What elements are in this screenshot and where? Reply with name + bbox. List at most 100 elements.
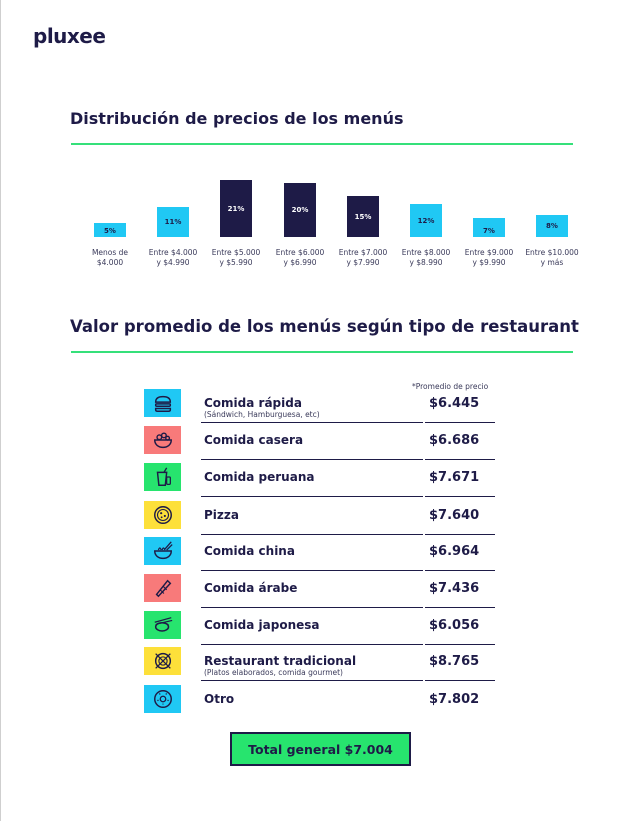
donut-icon	[144, 685, 181, 713]
category-label-line: Entre $9.000	[464, 248, 514, 257]
category-label-line: Entre $6.000	[275, 248, 325, 257]
category-label: Menos de $4.000	[78, 248, 142, 268]
bar-value-label: 7%	[483, 227, 495, 235]
price-divider	[425, 607, 495, 608]
row-divider	[201, 680, 423, 681]
category-label-line: Entre $10.000	[525, 248, 579, 257]
chart-bar: 12%	[410, 204, 442, 237]
bar-value-label: 12%	[417, 216, 435, 225]
chart-title: Distribución de precios de los menús	[70, 109, 404, 128]
total-badge: Total general $7.004	[230, 732, 411, 766]
row-divider	[201, 496, 423, 497]
average-price: $7.436	[429, 581, 480, 596]
pizza-icon-glyph	[153, 506, 172, 524]
wrap-icon-glyph	[155, 579, 171, 598]
average-price: $7.640	[429, 508, 480, 523]
price-divider	[425, 534, 495, 535]
category-label-line: Entre $7.000	[338, 248, 388, 257]
plate-cutlery-icon	[144, 647, 181, 675]
chart-bar: 15%	[347, 196, 379, 237]
row-divider	[201, 534, 423, 535]
price-divider	[425, 422, 495, 423]
category-label-line: y $5.990	[219, 258, 253, 267]
donut-icon-glyph	[153, 690, 172, 708]
bar-value-label: 8%	[546, 222, 558, 231]
restaurant-type-name: Comida japonesa	[204, 618, 320, 632]
average-price: $8.765	[429, 654, 480, 669]
category-label-line: Entre $4.000	[148, 248, 198, 257]
restaurant-type-name: Comida peruana	[204, 470, 315, 484]
category-label-line: y $4.990	[156, 258, 190, 267]
title-divider	[71, 143, 573, 145]
drink-icon	[144, 463, 181, 491]
bar-value-label: 21%	[227, 204, 245, 213]
category-label: Entre $4.000 y $4.990	[141, 248, 205, 268]
row-divider	[201, 570, 423, 571]
table-title: Valor promedio de los menús según tipo d…	[70, 317, 579, 336]
table-title-divider	[71, 351, 573, 353]
chart-bar: 11%	[157, 207, 189, 237]
row-divider	[201, 607, 423, 608]
average-price: $6.964	[429, 544, 480, 559]
restaurant-type-name: Restaurant tradicional	[204, 654, 357, 668]
restaurant-type-name: Comida rápida	[204, 396, 302, 410]
bar-value-label: 11%	[164, 218, 182, 227]
average-price: $6.445	[429, 396, 480, 411]
category-label-line: y $9.990	[472, 258, 506, 267]
category-label: Entre $7.000 y $7.990	[331, 248, 395, 268]
category-label: Entre $10.000 y más	[520, 248, 584, 268]
average-price: $6.686	[429, 433, 480, 448]
chart-bar: 5%	[94, 223, 126, 237]
chart-bar: 20%	[284, 182, 316, 237]
category-label: Entre $6.000 y $6.990	[268, 248, 332, 268]
category-label-line: Menos de	[91, 248, 129, 257]
category-label-line: y $7.990	[346, 258, 380, 267]
price-divider	[425, 680, 495, 681]
average-price: $6.056	[429, 618, 480, 633]
drink-icon-glyph	[156, 467, 171, 486]
restaurant-type-name: Comida casera	[204, 433, 304, 447]
salad-bowl-icon-glyph	[153, 432, 172, 449]
restaurant-type-name: Otro	[204, 692, 235, 706]
sushi-icon	[144, 611, 181, 639]
plate-cutlery-icon-glyph	[154, 652, 171, 670]
burger-icon-glyph	[154, 395, 171, 412]
category-label-line: y más	[540, 258, 564, 267]
restaurant-type-note: (Platos elaborados, comida gourmet)	[204, 668, 343, 677]
bar-value-label: 5%	[104, 226, 116, 235]
category-label-line: Entre $5.000	[211, 248, 261, 257]
price-note: *Promedio de precio	[412, 382, 489, 391]
pluxee-logo: pluxee	[33, 24, 106, 48]
chart-bar: 8%	[536, 215, 568, 237]
chart-bar: 21%	[220, 180, 252, 237]
price-divider	[425, 570, 495, 571]
sushi-icon-glyph	[154, 617, 172, 632]
pizza-icon	[144, 501, 181, 529]
noodles-icon	[144, 537, 181, 565]
price-divider	[425, 644, 495, 645]
bar-value-label: 20%	[291, 205, 309, 214]
restaurant-type-name: Pizza	[204, 508, 239, 522]
average-price: $7.671	[429, 470, 480, 485]
price-divider	[425, 496, 495, 497]
restaurant-type-name: Comida árabe	[204, 581, 298, 595]
bar-value-label: 15%	[354, 212, 372, 221]
chart-bar: 7%	[473, 218, 505, 237]
row-divider	[201, 644, 423, 645]
price-divider	[425, 459, 495, 460]
salad-bowl-icon	[144, 426, 181, 454]
row-divider	[201, 422, 423, 423]
burger-icon	[144, 389, 181, 417]
restaurant-type-name: Comida china	[204, 544, 295, 558]
wrap-icon	[144, 574, 181, 602]
category-label: Entre $9.000 y $9.990	[457, 248, 521, 268]
row-divider	[201, 459, 423, 460]
category-label: Entre $8.000 y $8.990	[394, 248, 458, 268]
average-price: $7.802	[429, 692, 480, 707]
category-label: Entre $5.000 y $5.990	[204, 248, 268, 268]
restaurant-type-note: (Sándwich, Hamburguesa, etc)	[204, 410, 320, 419]
category-label-line: y $8.990	[409, 258, 443, 267]
category-label-line: Entre $8.000	[401, 248, 451, 257]
noodles-icon-glyph	[153, 541, 173, 560]
